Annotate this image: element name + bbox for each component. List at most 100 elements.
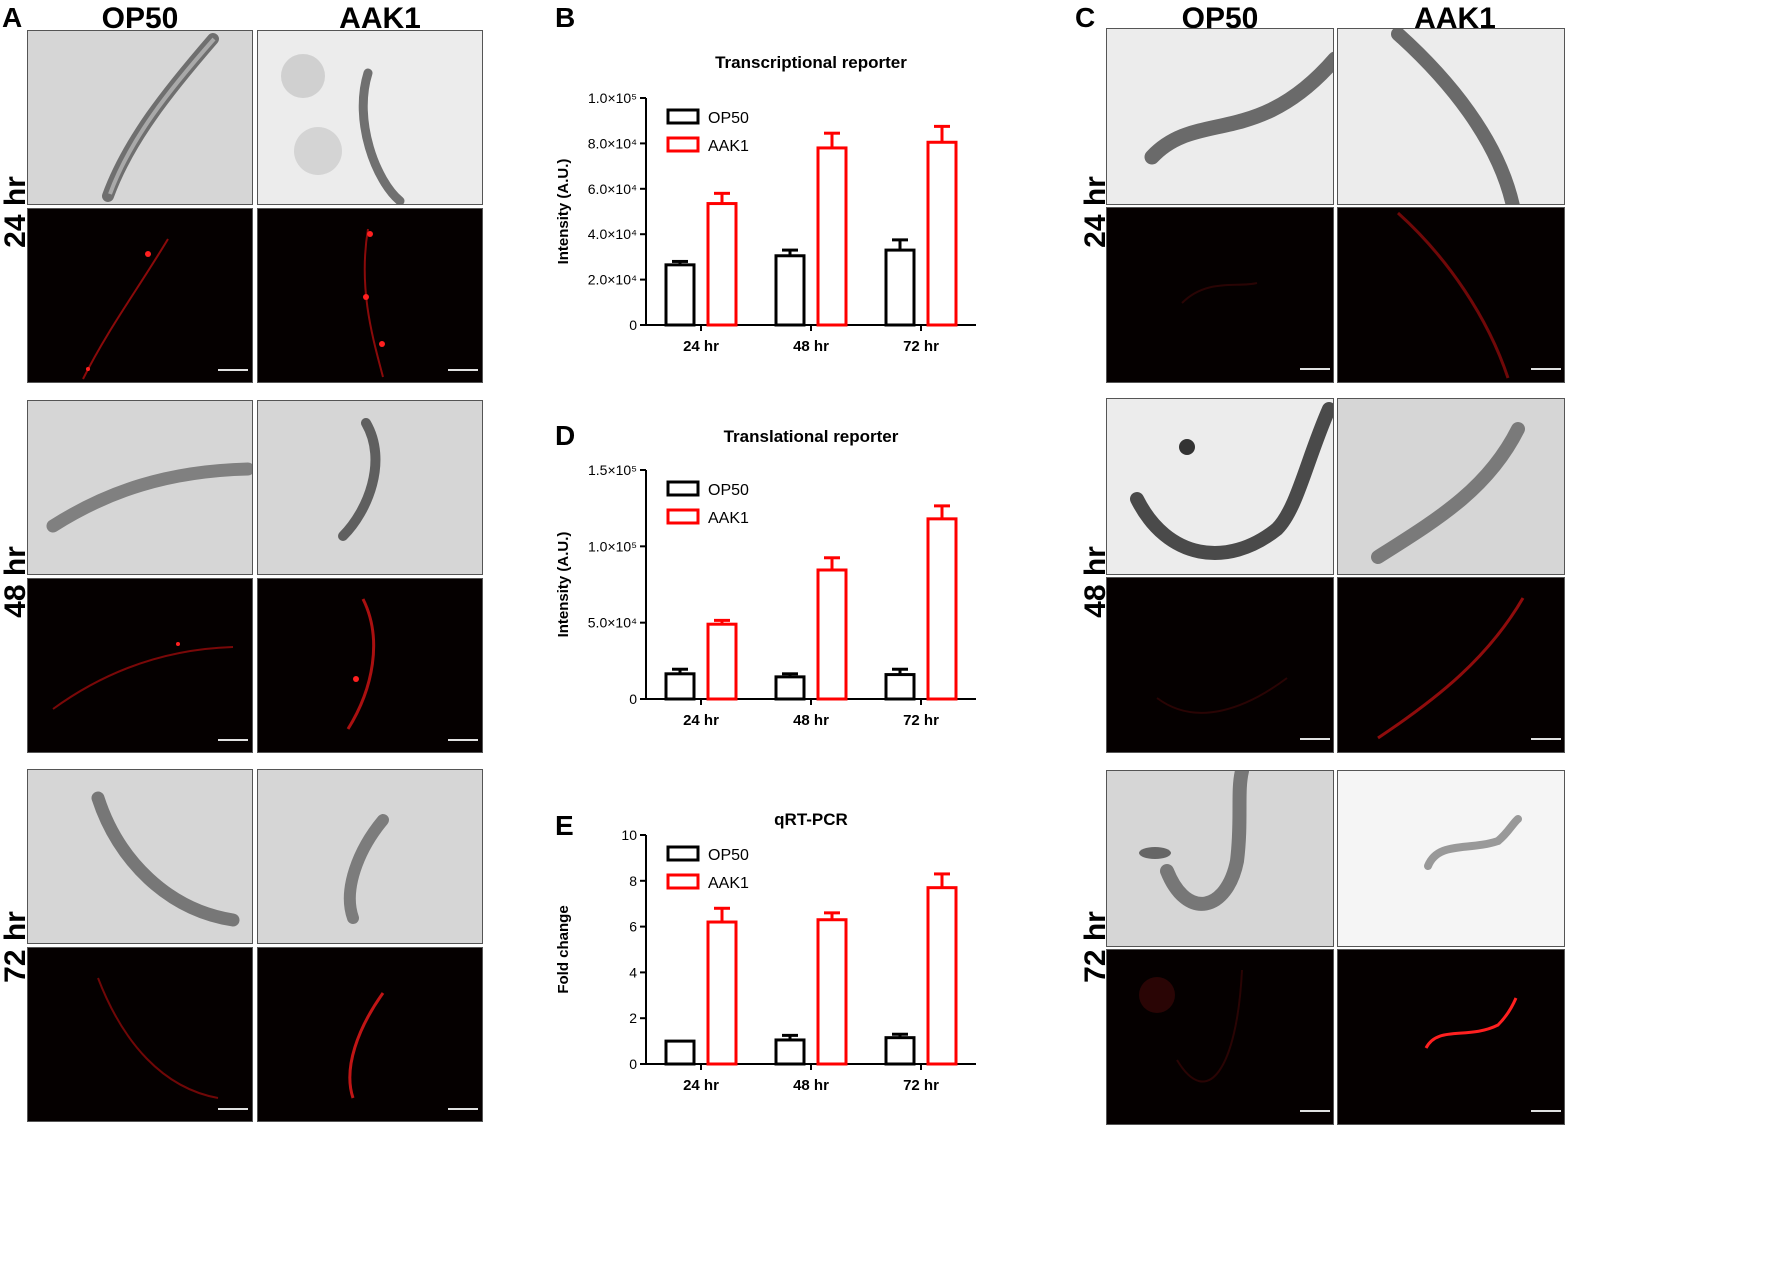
micrograph-a-op50-48hr-brightfield	[27, 400, 253, 575]
y-tick-label: 10	[621, 827, 637, 843]
bar-aak1	[816, 918, 848, 1066]
bar-op50	[664, 263, 696, 327]
bar-aak1	[926, 140, 958, 327]
y-tick-label: 1.5×10⁵	[588, 462, 637, 478]
scale-bar	[1300, 1110, 1330, 1112]
x-tick-label: 24 hr	[683, 338, 719, 355]
micrograph-a-op50-72hr-brightfield	[27, 769, 253, 944]
scale-bar	[218, 739, 248, 741]
y-axis-label: Intensity (A.U.)	[555, 532, 572, 638]
legend-label-op50: OP50	[708, 847, 749, 864]
bar-op50	[774, 675, 806, 701]
micrograph-a-aak1-72hr-brightfield	[257, 769, 483, 944]
chart-transcriptional-reporter: Transcriptional reporter 0 2.0×10⁴ 4.0×10⁴ 6…	[555, 53, 976, 355]
scale-bar	[1531, 368, 1561, 370]
micrograph-a-aak1-24hr-brightfield	[257, 30, 483, 205]
micrograph-c-aak1-72hr-fluorescence	[1337, 949, 1565, 1125]
legend-swatch-aak1	[666, 508, 700, 525]
bar-op50	[884, 248, 916, 327]
y-tick-label: 2	[629, 1010, 637, 1026]
scale-bar	[448, 739, 478, 741]
y-tick-label: 8	[629, 873, 637, 889]
y-axis-label: Fold change	[555, 905, 572, 993]
scale-bar	[1531, 738, 1561, 740]
bar-op50	[774, 254, 806, 327]
scale-bar	[1300, 368, 1330, 370]
y-tick-label: 4.0×10⁴	[588, 226, 637, 242]
micrograph-c-op50-24hr-brightfield	[1106, 28, 1334, 205]
panel-letter-d: D	[555, 420, 576, 451]
scale-bar	[1300, 738, 1330, 740]
micrograph-c-aak1-24hr-fluorescence	[1337, 207, 1565, 383]
y-tick-label: 6.0×10⁴	[588, 181, 637, 197]
scale-bar	[448, 369, 478, 371]
micrograph-c-op50-24hr-fluorescence	[1106, 207, 1334, 383]
micrograph-a-op50-72hr-fluorescence	[27, 947, 253, 1122]
x-tick-label: 48 hr	[793, 1077, 829, 1094]
y-tick-label: 8.0×10⁴	[588, 135, 637, 151]
micrograph-c-op50-48hr-fluorescence	[1106, 577, 1334, 753]
y-tick-label: 6	[629, 919, 637, 935]
bar-aak1	[706, 920, 738, 1066]
y-tick-label: 1.0×10⁵	[588, 90, 637, 106]
x-tick-label: 72 hr	[903, 1077, 939, 1094]
bar-aak1	[816, 568, 848, 701]
y-tick-label: 1.0×10⁵	[588, 538, 637, 554]
legend-label-aak1: AAK1	[708, 510, 749, 527]
bar-aak1	[706, 622, 738, 701]
micrograph-a-aak1-24hr-fluorescence	[257, 208, 483, 383]
panel-letter-b: B	[555, 2, 576, 33]
legend-label-aak1: AAK1	[708, 138, 749, 155]
chart-qrt-pcr: qRT-PCR 0 2 4 6 8 10 Fold change 24 hr 48 hr 72 hr…	[555, 810, 976, 1094]
x-tick-label: 24 hr	[683, 712, 719, 729]
scale-bar	[448, 1108, 478, 1110]
legend-label-op50: OP50	[708, 482, 749, 499]
y-tick-label: 0	[629, 317, 637, 333]
micrograph-c-aak1-24hr-brightfield	[1337, 28, 1565, 205]
y-tick-label: 2.0×10⁴	[588, 272, 637, 288]
x-tick-label: 24 hr	[683, 1077, 719, 1094]
chart-title: Transcriptional reporter	[715, 53, 907, 72]
legend-swatch-op50	[666, 845, 700, 862]
micrograph-c-aak1-72hr-brightfield	[1337, 770, 1565, 947]
chart-translational-reporter: Translational reporter 0 5.0×10⁴ 1.0×10⁵ 1.5…	[555, 427, 976, 729]
micrograph-a-op50-48hr-fluorescence	[27, 578, 253, 753]
bar-op50	[884, 673, 916, 701]
chart-title: qRT-PCR	[774, 810, 848, 829]
panel-letter-e: E	[555, 810, 574, 841]
micrograph-c-op50-72hr-fluorescence	[1106, 949, 1334, 1125]
y-tick-label: 0	[629, 1056, 637, 1072]
scale-bar	[218, 369, 248, 371]
legend-swatch-aak1	[666, 136, 700, 153]
legend-label-aak1: AAK1	[708, 875, 749, 892]
panel-a-col-header-aak1: AAK1	[339, 2, 421, 35]
micrograph-c-op50-72hr-brightfield	[1106, 770, 1334, 947]
bar-op50	[774, 1038, 806, 1066]
legend-swatch-op50	[666, 480, 700, 497]
panel-letter-a: A	[2, 2, 23, 33]
x-tick-label: 48 hr	[793, 338, 829, 355]
bar-aak1	[706, 202, 738, 327]
legend-swatch-aak1	[666, 873, 700, 890]
micrograph-a-op50-24hr-brightfield	[27, 30, 253, 205]
chart-title: Translational reporter	[724, 427, 899, 446]
scale-bar	[218, 1108, 248, 1110]
micrograph-a-aak1-72hr-fluorescence	[257, 947, 483, 1122]
y-axis-label: Intensity (A.U.)	[555, 159, 572, 265]
x-tick-label: 72 hr	[903, 712, 939, 729]
y-tick-label: 4	[629, 964, 637, 980]
bar-op50	[664, 672, 696, 701]
micrograph-c-aak1-48hr-brightfield	[1337, 398, 1565, 575]
legend-label-op50: OP50	[708, 110, 749, 127]
scale-bar	[1531, 1110, 1561, 1112]
panel-a-col-header-op50: OP50	[101, 2, 179, 35]
micrograph-a-op50-24hr-fluorescence	[27, 208, 253, 383]
micrograph-a-aak1-48hr-brightfield	[257, 400, 483, 575]
y-tick-label: 5.0×10⁴	[588, 615, 637, 631]
bar-op50	[664, 1039, 696, 1066]
bar-op50	[884, 1036, 916, 1066]
micrograph-a-aak1-48hr-fluorescence	[257, 578, 483, 753]
legend-swatch-op50	[666, 108, 700, 125]
y-tick-label: 0	[629, 691, 637, 707]
x-tick-label: 48 hr	[793, 712, 829, 729]
